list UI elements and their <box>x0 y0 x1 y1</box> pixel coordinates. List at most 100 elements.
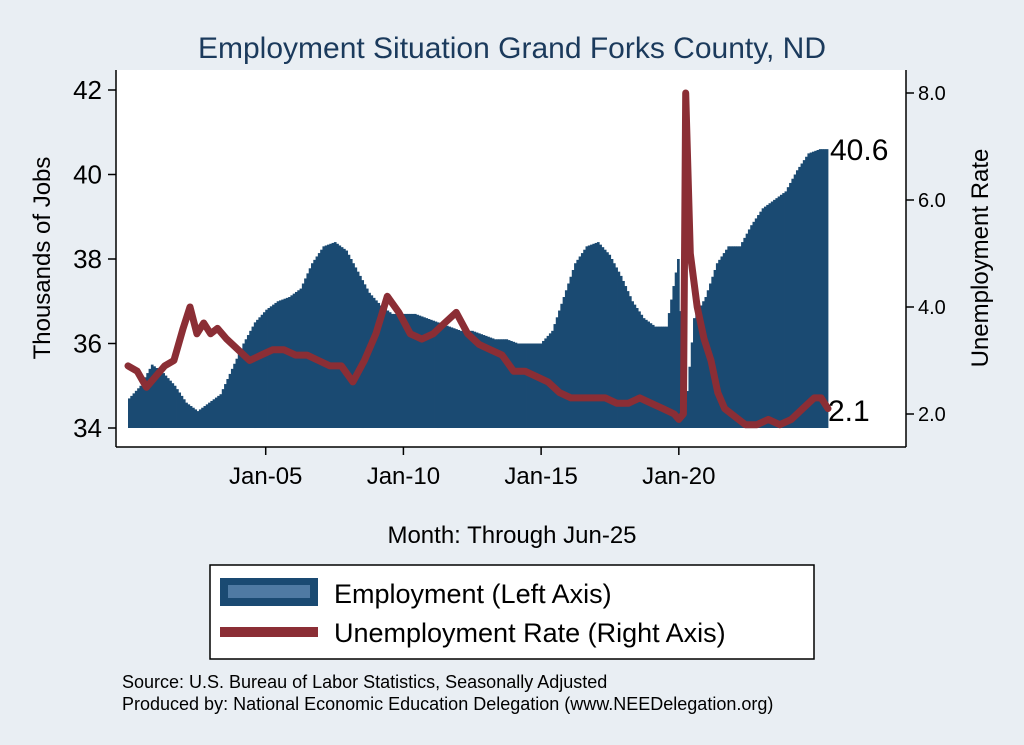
unemployment-point <box>738 418 739 420</box>
legend-label-employment: Employment (Left Axis) <box>334 579 612 609</box>
employment-bar <box>638 311 641 428</box>
employment-bar <box>187 404 191 428</box>
employment-bar <box>505 339 509 428</box>
employment-series <box>128 149 829 429</box>
employment-bar <box>244 339 248 428</box>
employment-bar <box>603 249 607 428</box>
unemployment-point <box>444 322 446 324</box>
employment-bar <box>386 310 390 428</box>
employment-bar <box>807 153 811 429</box>
employment-bar <box>633 304 637 428</box>
employment-bar <box>457 329 461 428</box>
unemployment-point <box>604 397 606 399</box>
employment-bar <box>558 310 561 428</box>
employment-bar <box>189 406 193 428</box>
left-axis-ticks: 34 36 38 40 42 <box>73 75 116 443</box>
employment-bar <box>750 225 753 428</box>
employment-bar <box>331 242 335 428</box>
left-tick-label: 42 <box>73 75 102 105</box>
unemployment-point <box>513 370 515 372</box>
unemployment-point <box>164 365 166 367</box>
employment-bar <box>482 335 486 428</box>
employment-bar <box>821 149 824 428</box>
employment-bar <box>699 305 703 428</box>
employment-bar <box>164 375 168 428</box>
employment-bar <box>260 314 264 428</box>
right-tick-label: 2.0 <box>918 404 946 426</box>
employment-bar <box>665 326 669 428</box>
employment-bar <box>555 317 559 428</box>
employment-bar <box>150 364 154 429</box>
employment-bar <box>782 193 785 428</box>
right-axis-ticks: 2.0 4.0 6.0 8.0 <box>906 83 946 426</box>
employment-bar <box>697 309 701 428</box>
employment-bar <box>176 389 179 428</box>
employment-bar <box>571 269 575 428</box>
employment-bar <box>766 204 769 428</box>
unemployment-point <box>432 333 434 335</box>
employment-bar <box>644 319 648 428</box>
employment-bar <box>775 198 779 428</box>
employment-bar <box>825 149 829 428</box>
employment-bar <box>262 312 266 428</box>
employment-bar <box>379 305 383 428</box>
employment-bar <box>727 246 731 428</box>
employment-bar <box>823 149 827 428</box>
employment-bar <box>292 293 296 428</box>
employment-bar <box>539 343 543 428</box>
employment-bar <box>795 170 799 428</box>
employment-bar <box>757 215 760 428</box>
employment-bar <box>130 395 133 428</box>
source-note: Source: U.S. Bureau of Labor Statistics,… <box>122 672 607 692</box>
employment-bar <box>631 301 634 428</box>
employment-bar <box>439 323 442 428</box>
right-tick-label: 8.0 <box>918 83 946 105</box>
employment-bar <box>205 404 209 428</box>
employment-bar <box>811 151 815 428</box>
employment-bar <box>752 221 756 428</box>
employment-bar <box>491 338 495 428</box>
employment-bar <box>368 292 371 428</box>
unemployment-point <box>767 418 769 420</box>
employment-bar <box>487 336 490 428</box>
employment-bar <box>274 302 278 428</box>
employment-bar <box>162 373 165 428</box>
employment-bar <box>599 244 602 428</box>
employment-bar <box>224 384 227 428</box>
employment-bar <box>471 330 474 428</box>
employment-bar <box>201 407 204 428</box>
employment-bar <box>791 178 795 428</box>
unemployment-point <box>386 295 388 297</box>
employment-bar <box>468 330 472 428</box>
employment-bar <box>754 218 758 428</box>
employment-bar <box>725 249 728 428</box>
unemployment-point <box>272 349 274 351</box>
employment-bar <box>560 303 564 428</box>
employment-bar <box>606 252 609 428</box>
employment-bar <box>418 315 422 428</box>
employment-bar <box>578 256 582 428</box>
employment-bar <box>347 254 351 428</box>
employment-bar <box>628 296 632 428</box>
employment-bar <box>171 383 175 428</box>
employment-bar <box>478 333 481 428</box>
employment-bar <box>567 283 570 428</box>
employment-bar <box>411 313 415 428</box>
unemployment-point <box>295 354 296 356</box>
employment-bar <box>587 245 591 428</box>
employment-end-label: 40.6 <box>830 134 888 167</box>
employment-bar <box>317 253 321 428</box>
left-axis-label: Thousands of Jobs <box>29 157 56 360</box>
right-tick-label: 6.0 <box>918 190 946 212</box>
unemployment-end-label: 2.1 <box>828 395 870 428</box>
employment-bar <box>409 313 413 428</box>
unemployment-point <box>455 311 457 313</box>
employment-bar <box>651 324 655 428</box>
employment-bar <box>564 290 568 428</box>
employment-bar <box>361 280 365 429</box>
employment-bar <box>322 246 326 428</box>
employment-bar <box>285 297 289 428</box>
employment-bar <box>615 267 618 428</box>
left-tick-label: 34 <box>73 413 102 443</box>
